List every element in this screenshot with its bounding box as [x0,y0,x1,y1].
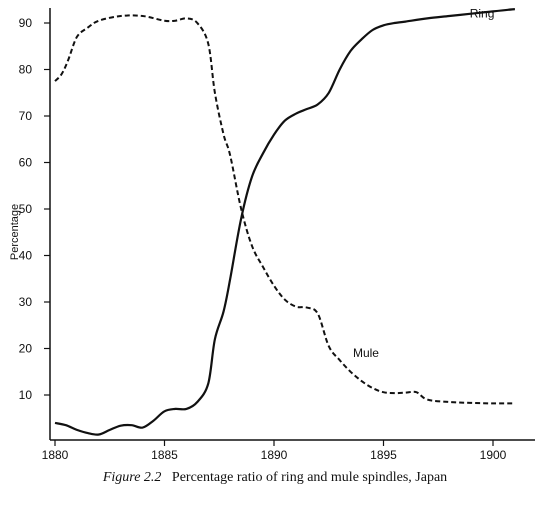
y-tick-label: 60 [19,156,33,170]
x-tick-label: 1880 [42,448,69,462]
x-tick-label: 1885 [151,448,178,462]
figure-label: Figure 2.2 [102,470,162,485]
y-tick-label: 10 [19,388,33,402]
annotation-layer: Ring Mule [353,7,494,360]
figure-caption: Figure 2.2 Percentage ratio of ring and … [0,470,550,486]
y-tick-label: 80 [19,63,33,77]
series-label-ring: Ring [470,7,495,21]
x-tick-label: 1895 [370,448,397,462]
series-label-mule: Mule [353,346,379,360]
series-layer [54,8,515,436]
x-tick-label: 1890 [261,448,288,462]
y-tick-label: 30 [19,295,33,309]
y-ticks: 10 20 30 40 50 60 70 80 90 [19,16,50,402]
x-tick-label: 1900 [480,448,507,462]
y-axis-title: Percentage [9,204,21,260]
line-chart: 1880 1885 1890 1895 1900 102030405060708090 … [9,7,535,462]
x-ticks: 1880 1885 1890 1895 1900 [42,440,507,462]
figure-caption-text: Percentage ratio of ring and mule spindl… [171,470,448,485]
y-tick-label: 70 [19,109,33,123]
y-tick-label: 20 [19,342,33,356]
series-line-mule [54,14,515,405]
y-tick-label: 50 [19,202,33,216]
y-tick-label: 40 [19,249,33,263]
y-tick-label: 90 [19,16,33,30]
series-line-ring [54,8,515,436]
